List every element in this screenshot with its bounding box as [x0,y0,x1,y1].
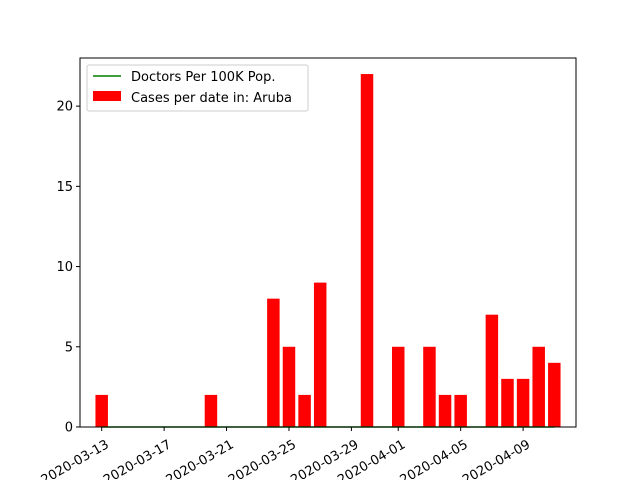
legend: Doctors Per 100K Pop. Cases per date in:… [86,64,309,112]
bar-2020-04-11 [548,362,561,427]
bar-2020-03-30 [360,74,374,427]
bars-group [95,74,561,427]
y-tick-label: 5 [65,340,73,355]
bar-2020-04-01 [391,346,405,427]
bar-2020-04-05 [454,394,467,427]
bar-2020-03-27 [313,282,327,427]
bar-2020-04-07 [485,314,499,427]
bar-2020-03-26 [298,394,311,427]
y-tick-label: 20 [56,100,73,115]
bar-2020-04-10 [532,346,545,427]
bar-2020-04-04 [438,394,452,427]
bar-2020-03-20 [204,394,218,427]
plot-frame [79,57,577,428]
y-tick-label: 10 [56,260,73,275]
plot-area [80,58,576,427]
bar-2020-04-03 [423,346,436,427]
bar-2020-03-13 [95,394,108,427]
bar-2020-03-24 [267,298,280,427]
legend-label-doctors: Doctors Per 100K Pop. [131,70,275,85]
y-tick-label: 15 [56,180,73,195]
bar-2020-03-25 [282,346,296,427]
y-axis: 0 5 10 15 20 [56,100,80,436]
y-tick-label: 0 [65,421,73,436]
legend-label-cases: Cases per date in: Aruba [131,91,292,106]
legend-box [86,64,309,112]
bar-2020-04-09 [516,378,530,427]
legend-bar-swatch [93,91,121,101]
bar-2020-04-08 [501,378,514,427]
